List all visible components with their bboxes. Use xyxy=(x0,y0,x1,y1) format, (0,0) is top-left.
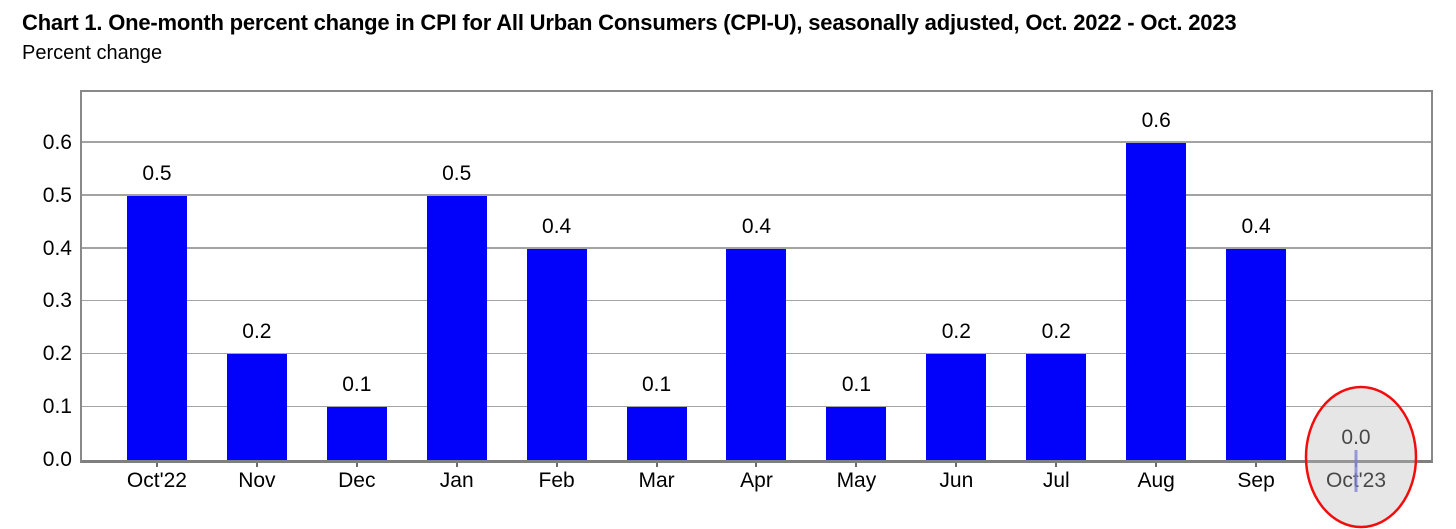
y-tick-label: 0.0 xyxy=(42,448,72,471)
bar xyxy=(1226,248,1287,460)
bar xyxy=(726,248,787,460)
bar xyxy=(1026,354,1087,460)
category-tick xyxy=(155,463,158,467)
x-tick-label: Feb xyxy=(538,469,575,492)
bar xyxy=(226,354,287,460)
bar-value-label: 0.4 xyxy=(1241,214,1271,238)
category-tick xyxy=(755,463,758,467)
category-tick xyxy=(255,463,258,467)
x-tick-label: Jun xyxy=(939,469,974,492)
zero-bar-marker xyxy=(1354,450,1358,492)
bar xyxy=(626,407,687,460)
x-tick-label: Mar xyxy=(638,469,675,492)
bar-value-label: 0.4 xyxy=(741,214,772,238)
bar xyxy=(926,354,987,460)
x-tick-label: Oct'22 xyxy=(126,469,187,492)
category-cell: 0.1 Mar xyxy=(607,92,707,492)
bar-value-label: 0.1 xyxy=(841,373,872,397)
bar xyxy=(126,195,187,460)
category-cell: 0.2 Jul xyxy=(1006,92,1106,492)
x-tick-label: May xyxy=(836,469,877,492)
category-tick xyxy=(1055,463,1058,467)
chart-title: Chart 1. One-month percent change in CPI… xyxy=(22,10,1237,35)
category-tick xyxy=(555,463,558,467)
bar-series: 0.5 Oct'22 0.2 Nov 0.1 Dec 0.5 Jan 0.4 Feb 0.1 Mar 0… xyxy=(82,92,1431,492)
gridline xyxy=(82,141,1431,143)
category-cell: 0.2 Jun xyxy=(906,92,1006,492)
x-tick-label: Jan xyxy=(439,469,474,492)
y-tick-label: 0.4 xyxy=(42,236,72,260)
x-tick-label: Jul xyxy=(1042,469,1070,492)
bar-value-label: 0.5 xyxy=(442,161,472,185)
gridline xyxy=(82,247,1431,249)
bar-value-label: 0.6 xyxy=(1141,108,1171,132)
x-tick-label: Apr xyxy=(740,469,773,492)
category-cell: 0.2 Nov xyxy=(207,92,307,492)
category-cell: 0.4 Feb xyxy=(507,92,607,492)
category-cell: 0.1 May xyxy=(806,92,906,492)
bar xyxy=(326,407,387,460)
bar-value-label: 0.2 xyxy=(242,320,272,344)
category-tick xyxy=(355,463,358,467)
x-tick-label: Sep xyxy=(1237,469,1275,492)
category-cell: 0.1 Dec xyxy=(307,92,407,492)
bar-value-label: 0.0 xyxy=(1341,426,1371,449)
bar-value-label: 0.4 xyxy=(542,214,572,238)
y-axis-unit-label: Percent change xyxy=(22,42,163,64)
bar-value-label: 0.1 xyxy=(342,373,372,397)
y-tick-label: 0.6 xyxy=(42,130,72,154)
bar xyxy=(426,195,487,460)
category-cell: 0.4 Apr xyxy=(707,92,807,492)
category-cell: 0.5 Jan xyxy=(407,92,507,492)
y-tick-label: 0.5 xyxy=(42,183,72,207)
bar-value-label: 0.5 xyxy=(142,161,172,185)
y-tick-label: 0.3 xyxy=(42,289,72,313)
plot-area: 0.5 Oct'22 0.2 Nov 0.1 Dec 0.5 Jan 0.4 Feb 0.1 Mar 0… xyxy=(80,90,1433,492)
bar-value-label: 0.2 xyxy=(941,320,971,344)
bar-value-label: 0.2 xyxy=(1041,320,1071,344)
bar xyxy=(1126,142,1187,460)
category-cell: 0.4 Sep xyxy=(1206,92,1306,492)
category-tick xyxy=(655,463,658,467)
bar xyxy=(826,407,887,460)
bar xyxy=(526,248,587,460)
category-tick xyxy=(955,463,958,467)
category-cell: 0.5 Oct'22 xyxy=(107,92,207,492)
x-tick-label: Dec xyxy=(338,469,376,492)
y-tick-label: 0.1 xyxy=(42,395,72,419)
category-tick xyxy=(1155,463,1158,467)
y-tick-label: 0.2 xyxy=(42,342,72,366)
category-tick xyxy=(1255,463,1258,467)
category-tick xyxy=(455,463,458,467)
gridline xyxy=(82,194,1431,196)
bar-value-label: 0.1 xyxy=(641,373,672,397)
x-tick-label: Nov xyxy=(238,469,276,492)
category-tick xyxy=(855,463,858,467)
category-cell: 0.6 Aug xyxy=(1106,92,1206,492)
x-tick-label: Aug xyxy=(1137,469,1175,492)
